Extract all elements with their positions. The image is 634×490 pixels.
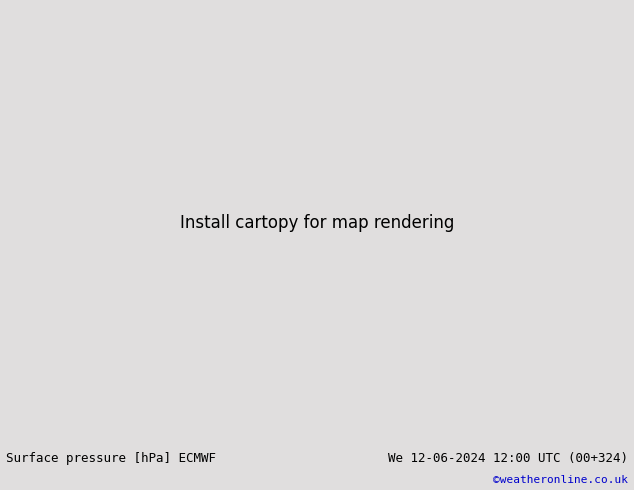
Text: We 12-06-2024 12:00 UTC (00+324): We 12-06-2024 12:00 UTC (00+324) — [387, 452, 628, 465]
Text: ©weatheronline.co.uk: ©weatheronline.co.uk — [493, 475, 628, 485]
Text: Install cartopy for map rendering: Install cartopy for map rendering — [180, 214, 454, 232]
Text: Surface pressure [hPa] ECMWF: Surface pressure [hPa] ECMWF — [6, 452, 216, 465]
